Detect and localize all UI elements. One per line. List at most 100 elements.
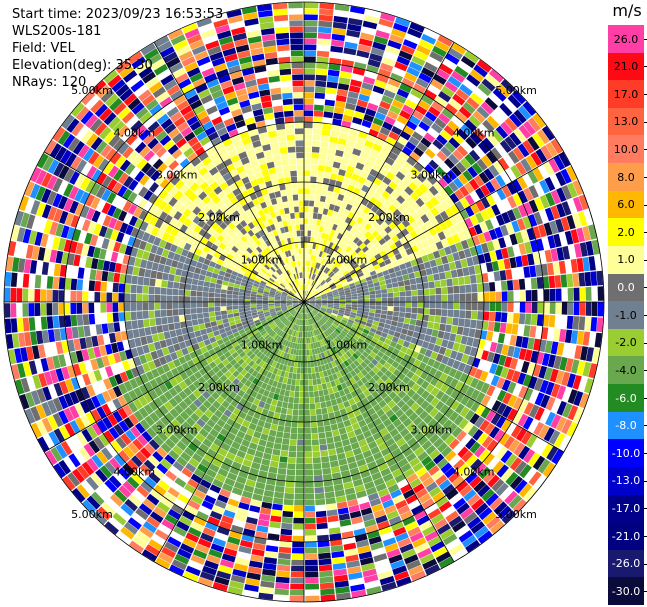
range-gate bbox=[179, 543, 195, 554]
range-gate bbox=[14, 379, 25, 395]
range-gate bbox=[506, 280, 514, 291]
range-gate bbox=[393, 208, 402, 218]
range-gate bbox=[252, 285, 259, 290]
range-gate bbox=[304, 188, 310, 195]
range-gate bbox=[409, 531, 424, 543]
range-gate bbox=[447, 302, 454, 310]
range-gate bbox=[509, 113, 523, 128]
range-gate bbox=[352, 352, 359, 360]
range-gate bbox=[332, 21, 347, 30]
range-gate bbox=[490, 413, 502, 426]
range-gate bbox=[28, 288, 35, 302]
range-gate bbox=[319, 238, 324, 245]
range-gate bbox=[467, 493, 481, 507]
range-gate bbox=[356, 289, 363, 294]
range-gate bbox=[387, 310, 394, 316]
range-gate bbox=[112, 385, 123, 398]
range-gate bbox=[339, 71, 352, 79]
range-gate bbox=[489, 250, 498, 262]
range-gate bbox=[174, 477, 187, 488]
range-gate bbox=[362, 328, 370, 335]
range-gate bbox=[304, 122, 313, 129]
range-gate bbox=[547, 327, 555, 341]
range-gate bbox=[326, 87, 337, 95]
range-gate bbox=[325, 254, 331, 261]
range-gate bbox=[576, 227, 586, 243]
range-gate bbox=[204, 409, 214, 419]
range-gate bbox=[453, 309, 460, 318]
range-gate bbox=[244, 414, 253, 423]
range-gate bbox=[516, 218, 526, 231]
range-gate bbox=[434, 280, 441, 288]
range-gate bbox=[321, 339, 326, 346]
range-gate bbox=[439, 272, 446, 280]
range-gate bbox=[414, 431, 425, 442]
range-gate bbox=[278, 552, 291, 560]
range-gate bbox=[220, 302, 227, 307]
range-gate bbox=[220, 310, 227, 316]
range-gate bbox=[444, 80, 459, 93]
range-gate bbox=[311, 261, 315, 268]
range-gate bbox=[376, 272, 384, 278]
range-gate bbox=[272, 448, 281, 456]
range-gate bbox=[232, 386, 241, 394]
range-gate bbox=[192, 253, 200, 262]
range-gate bbox=[350, 442, 360, 450]
range-gate bbox=[444, 207, 454, 218]
range-gate bbox=[310, 415, 317, 422]
range-gate bbox=[427, 535, 442, 548]
range-gate bbox=[510, 164, 522, 179]
range-gate bbox=[258, 470, 268, 478]
range-gate bbox=[288, 451, 297, 458]
range-gate bbox=[491, 260, 500, 272]
range-gate bbox=[318, 353, 323, 360]
range-gate bbox=[162, 363, 171, 373]
range-gate bbox=[266, 281, 273, 286]
range-gate bbox=[449, 454, 461, 467]
range-gate bbox=[287, 341, 291, 348]
range-gate bbox=[427, 127, 439, 139]
range-gate bbox=[96, 406, 107, 419]
range-gate bbox=[355, 414, 364, 422]
range-gate bbox=[318, 311, 324, 316]
range-gate bbox=[375, 482, 387, 492]
range-gate bbox=[355, 181, 364, 190]
range-gate bbox=[375, 234, 383, 242]
range-gate bbox=[256, 324, 263, 329]
range-gate bbox=[85, 207, 96, 221]
range-gate bbox=[500, 450, 513, 464]
range-gate bbox=[413, 50, 429, 61]
range-gate bbox=[550, 341, 559, 355]
range-gate bbox=[262, 305, 269, 309]
range-gate bbox=[384, 323, 391, 330]
range-gate bbox=[106, 292, 113, 302]
range-gate bbox=[269, 291, 276, 295]
range-gate bbox=[312, 354, 317, 361]
range-gate bbox=[435, 241, 444, 250]
range-gate bbox=[321, 318, 326, 323]
range-gate bbox=[372, 366, 380, 374]
range-gate bbox=[545, 381, 555, 396]
range-gate bbox=[391, 28, 406, 39]
range-gate bbox=[104, 479, 118, 493]
range-gate bbox=[468, 226, 477, 237]
range-gate bbox=[396, 195, 406, 204]
range-gate bbox=[489, 311, 496, 322]
range-gate bbox=[93, 510, 108, 525]
range-gate bbox=[321, 273, 327, 279]
range-gate bbox=[287, 463, 296, 470]
range-gate bbox=[440, 528, 455, 541]
range-gate bbox=[534, 406, 545, 421]
range-gate bbox=[424, 111, 437, 122]
range-gate bbox=[446, 253, 455, 263]
range-gate bbox=[371, 358, 379, 366]
range-gate bbox=[108, 427, 120, 440]
range-gate bbox=[437, 231, 446, 241]
range-gate bbox=[507, 291, 514, 302]
range-gate bbox=[326, 437, 334, 444]
range-gate bbox=[193, 380, 202, 389]
range-gate bbox=[452, 342, 461, 352]
range-gate bbox=[372, 222, 380, 230]
range-gate bbox=[307, 272, 310, 279]
range-gate bbox=[337, 287, 344, 291]
